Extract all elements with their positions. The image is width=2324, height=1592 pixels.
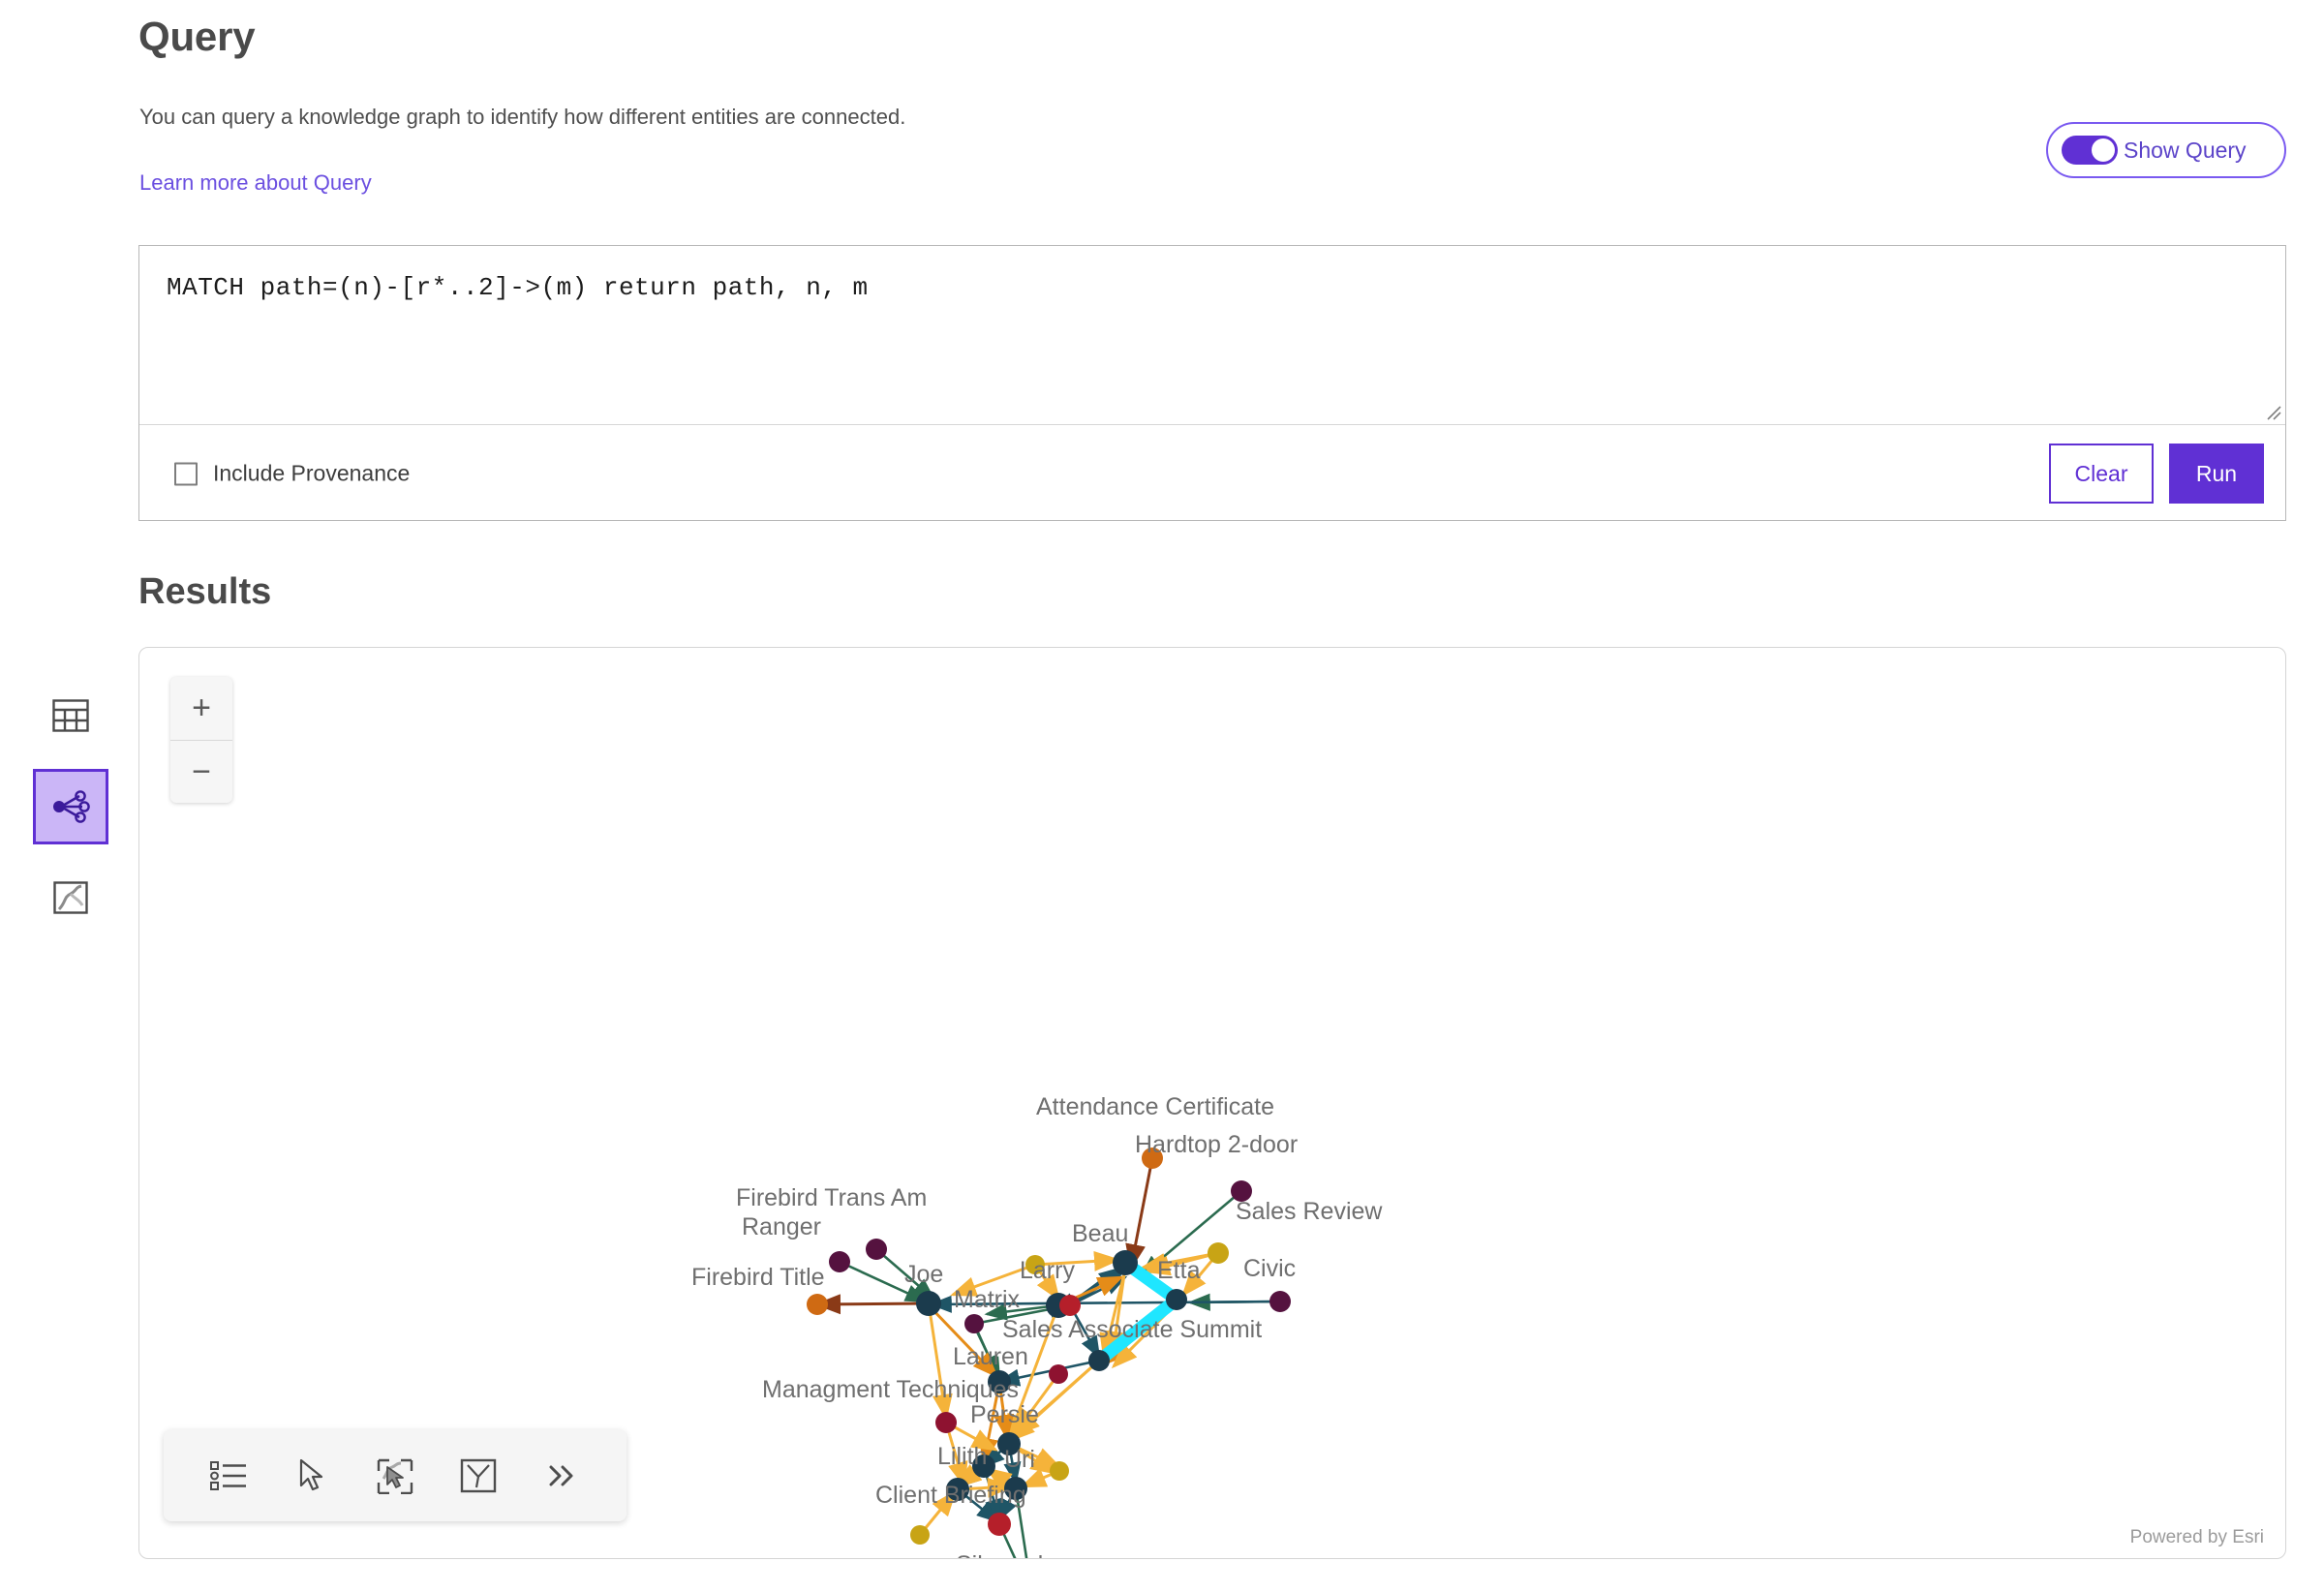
toggle-knob bbox=[2092, 138, 2115, 162]
node-label: Uri bbox=[1004, 1446, 1035, 1473]
graph-node-labels: Attendance Certificate Hardtop 2-door Fi… bbox=[691, 1093, 1383, 1559]
graph-node[interactable] bbox=[1142, 1148, 1163, 1169]
chevron-double-right-icon bbox=[549, 1465, 573, 1485]
graph-node-highlighted[interactable] bbox=[1166, 1289, 1187, 1310]
graph-node[interactable] bbox=[972, 1454, 995, 1478]
graph-node[interactable] bbox=[1113, 1250, 1138, 1275]
graph-node[interactable] bbox=[910, 1525, 930, 1545]
query-input[interactable]: MATCH path=(n)-[r*..2]->(m) return path,… bbox=[167, 273, 869, 302]
node-label: Sales Associate Summit bbox=[1002, 1316, 1262, 1343]
node-label: Firebird Title bbox=[691, 1264, 825, 1291]
graph-node[interactable] bbox=[1049, 1364, 1068, 1384]
results-panel: Attendance Certificate Hardtop 2-door Fi… bbox=[138, 647, 2286, 1559]
node-label: Firebird Trans Am bbox=[736, 1184, 927, 1211]
zoom-in-button[interactable]: + bbox=[192, 689, 211, 727]
show-query-label: Show Query bbox=[2124, 137, 2247, 163]
zoom-divider bbox=[170, 739, 232, 741]
link-chart-layout-icon bbox=[460, 1458, 497, 1492]
resize-grip-icon[interactable] bbox=[2260, 399, 2281, 420]
page-title: Query bbox=[138, 14, 256, 59]
node-label: Persie bbox=[970, 1401, 1039, 1428]
node-label: Attendance Certificate bbox=[1036, 1093, 1274, 1120]
toggle-switch[interactable] bbox=[2062, 136, 2118, 165]
select-area-icon bbox=[377, 1458, 413, 1494]
graph-toolbar bbox=[164, 1429, 627, 1521]
query-editor-card: MATCH path=(n)-[r*..2]->(m) return path,… bbox=[138, 245, 2286, 521]
node-label: Larry bbox=[1020, 1257, 1075, 1284]
view-mode-rail bbox=[33, 678, 114, 951]
graph-node[interactable] bbox=[1269, 1291, 1291, 1312]
graph-node[interactable] bbox=[807, 1294, 828, 1315]
zoom-out-button[interactable]: − bbox=[192, 752, 211, 790]
legend-list-icon bbox=[210, 1460, 246, 1490]
map-icon bbox=[53, 881, 88, 914]
sidebar-item-link-chart-view[interactable] bbox=[33, 769, 108, 844]
include-provenance-checkbox[interactable]: Include Provenance bbox=[174, 461, 410, 487]
graph-node[interactable] bbox=[988, 1513, 1011, 1536]
graph-node[interactable] bbox=[829, 1251, 850, 1272]
graph-node[interactable] bbox=[1231, 1180, 1252, 1202]
table-icon bbox=[52, 699, 89, 732]
node-label: Lauren bbox=[953, 1343, 1028, 1370]
query-footer: Include Provenance Clear Run bbox=[139, 426, 2285, 521]
query-textarea-wrap[interactable]: MATCH path=(n)-[r*..2]->(m) return path,… bbox=[139, 246, 2285, 425]
run-button[interactable]: Run bbox=[2169, 444, 2264, 504]
pointer-icon bbox=[299, 1458, 323, 1490]
graph-node[interactable] bbox=[988, 1370, 1011, 1393]
zoom-controls: + − bbox=[170, 677, 232, 803]
knowledge-graph-canvas[interactable]: Attendance Certificate Hardtop 2-door Fi… bbox=[139, 648, 2286, 1559]
graph-node[interactable] bbox=[1208, 1242, 1229, 1264]
node-label: Client Briefing bbox=[875, 1482, 1026, 1509]
node-label: Beau bbox=[1072, 1220, 1128, 1247]
graph-nodes[interactable] bbox=[807, 1148, 1291, 1559]
graph-node[interactable] bbox=[946, 1478, 969, 1501]
graph-node[interactable] bbox=[1059, 1295, 1081, 1316]
attribution-text: Powered by Esri bbox=[2129, 1527, 2264, 1547]
sidebar-item-table-view[interactable] bbox=[33, 678, 108, 753]
more-tools-button[interactable] bbox=[535, 1449, 589, 1503]
node-label: Etta bbox=[1157, 1257, 1201, 1284]
graph-node[interactable] bbox=[916, 1291, 941, 1316]
graph-node[interactable] bbox=[1050, 1461, 1069, 1481]
node-label: Sales Review bbox=[1236, 1198, 1383, 1225]
include-provenance-label: Include Provenance bbox=[213, 460, 411, 486]
sidebar-item-map-view[interactable] bbox=[33, 860, 108, 935]
clear-button[interactable]: Clear bbox=[2049, 444, 2154, 504]
graph-node[interactable] bbox=[866, 1239, 887, 1260]
node-label: Lilith bbox=[937, 1443, 987, 1470]
node-label: Ranger bbox=[742, 1213, 821, 1240]
graph-node-highlighted[interactable] bbox=[1088, 1350, 1110, 1371]
layout-button[interactable] bbox=[451, 1449, 505, 1503]
node-label: Hardtop 2-door bbox=[1135, 1131, 1298, 1158]
link-chart-icon bbox=[53, 790, 90, 823]
results-title: Results bbox=[138, 571, 272, 612]
node-label: Matrix bbox=[954, 1286, 1021, 1313]
graph-node[interactable] bbox=[1004, 1477, 1027, 1500]
node-label: Silverado bbox=[956, 1551, 1056, 1559]
page-description: You can query a knowledge graph to ident… bbox=[139, 105, 906, 129]
select-tool-button[interactable] bbox=[285, 1449, 339, 1503]
learn-more-link[interactable]: Learn more about Query bbox=[139, 170, 372, 195]
node-label: Joe bbox=[904, 1261, 943, 1288]
node-label: Managment Techniques bbox=[762, 1376, 1019, 1403]
graph-node[interactable] bbox=[964, 1314, 984, 1333]
graph-node[interactable] bbox=[935, 1412, 957, 1433]
select-by-area-button[interactable] bbox=[368, 1449, 422, 1503]
show-query-toggle[interactable]: Show Query bbox=[2046, 122, 2286, 178]
legend-button[interactable] bbox=[201, 1449, 256, 1503]
graph-node[interactable] bbox=[1025, 1255, 1045, 1274]
node-label: Civic bbox=[1243, 1255, 1296, 1282]
checkbox-box[interactable] bbox=[174, 462, 198, 485]
graph-node[interactable] bbox=[997, 1432, 1021, 1455]
